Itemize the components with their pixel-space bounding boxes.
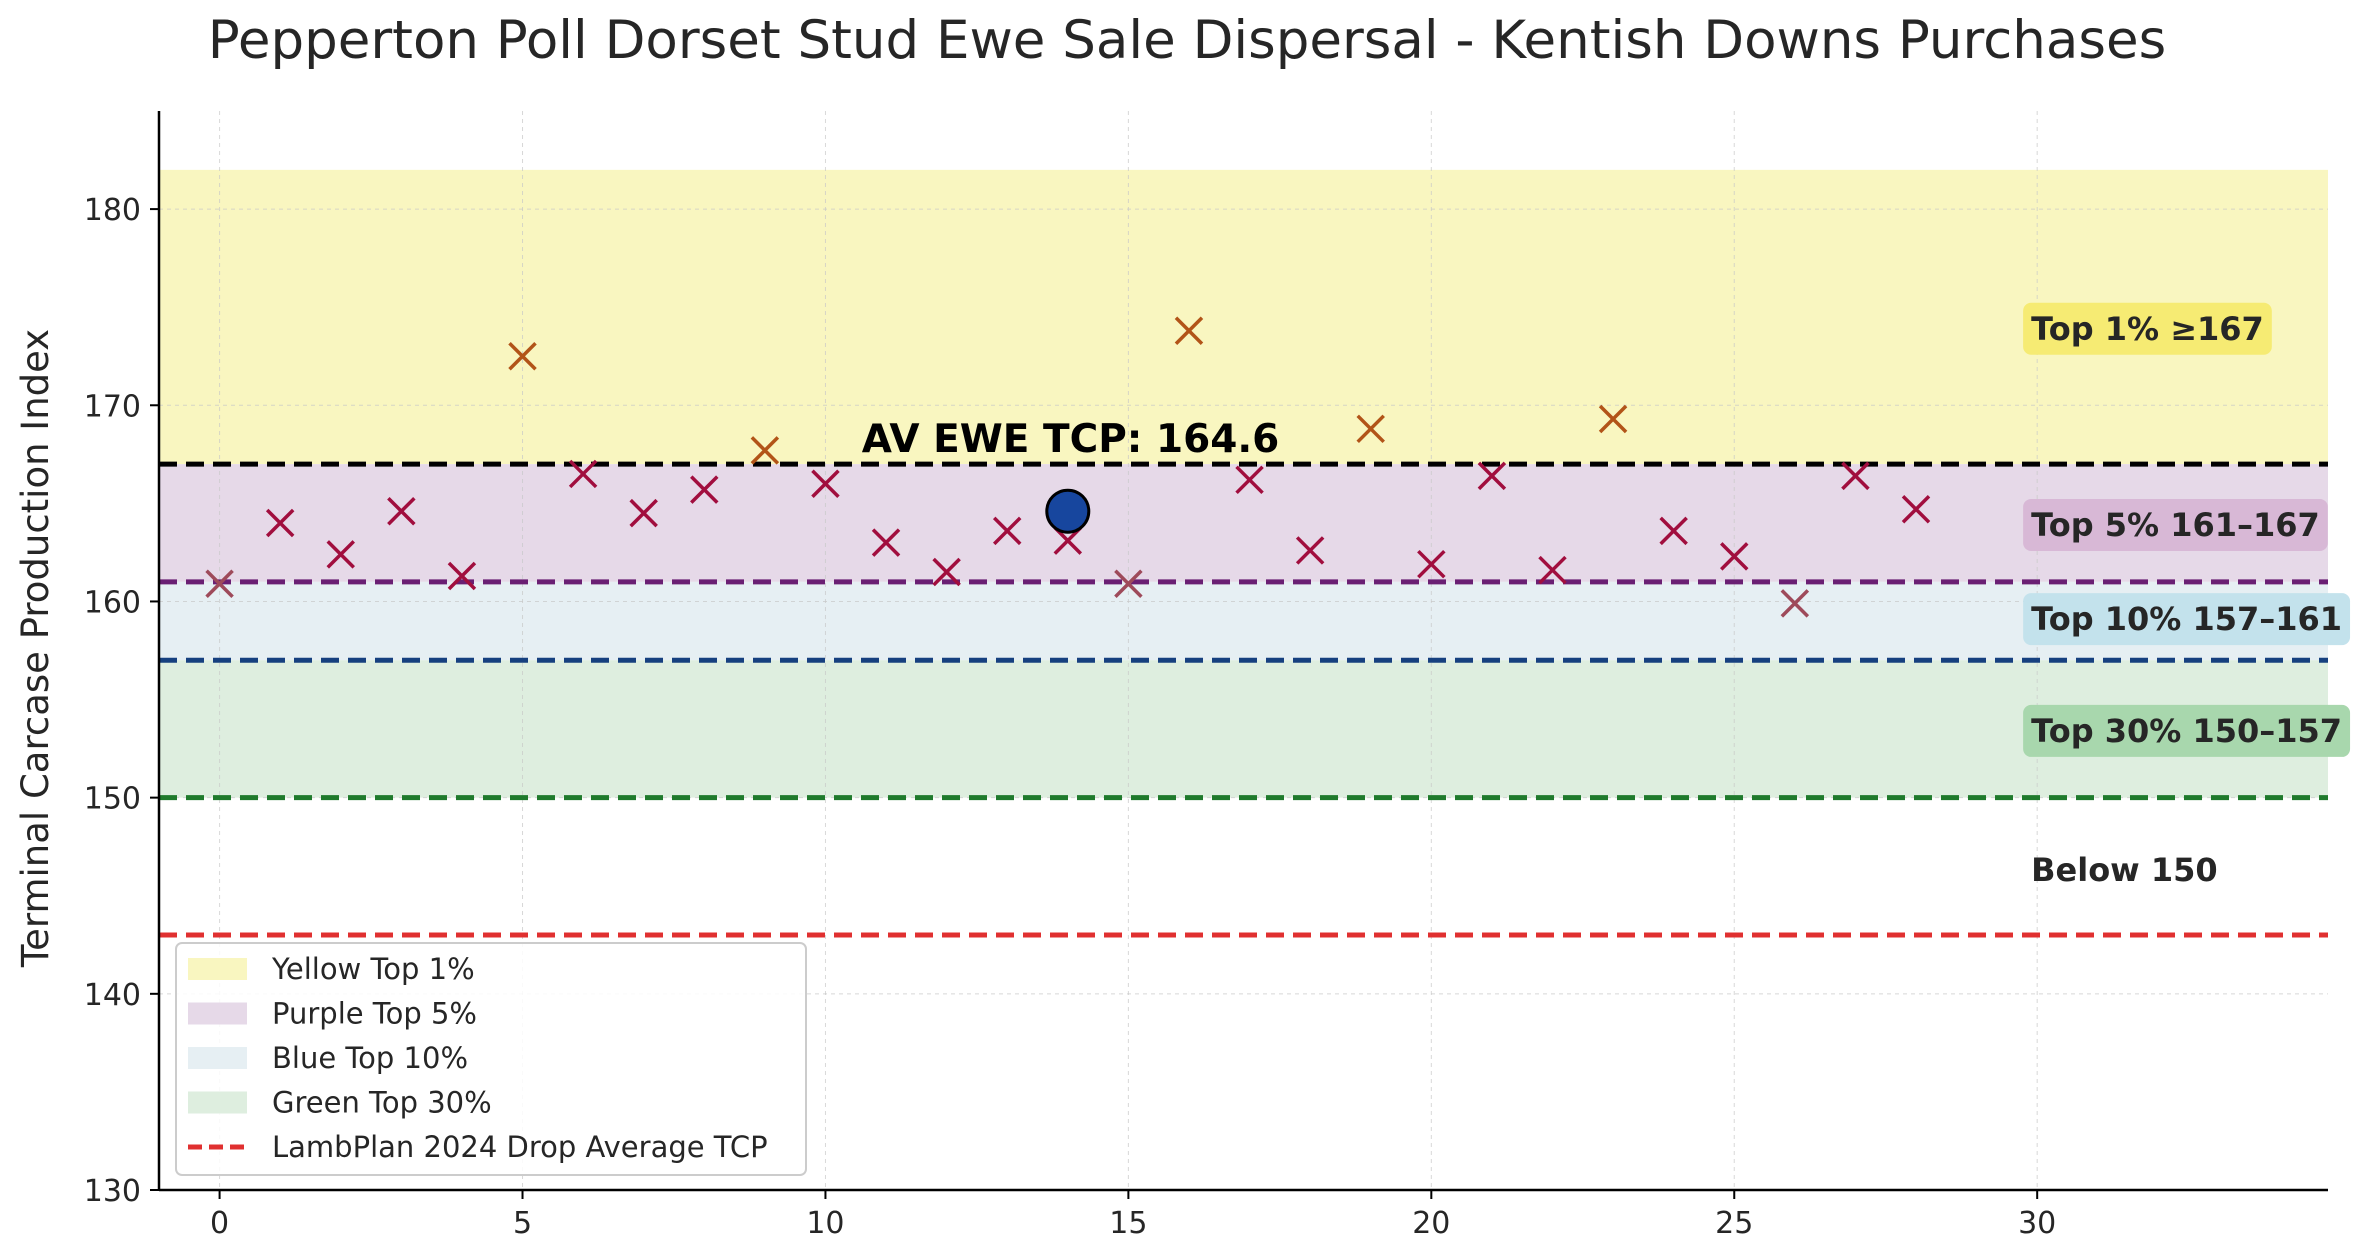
y-tick-label-5: 180: [84, 193, 141, 228]
band-label-text: Top 5% 161–167: [2031, 506, 2320, 544]
band-label-1: Top 1% ≥167: [2023, 302, 2272, 355]
data-point-11: [871, 528, 901, 557]
data-point-22: [1538, 555, 1567, 585]
chart-title: Pepperton Poll Dorset Stud Ewe Sale Disp…: [208, 10, 2166, 71]
data-point-13: [992, 516, 1022, 546]
data-point-8: [690, 475, 719, 504]
legend-item-5: LambPlan 2024 Drop Average TCP: [188, 1130, 768, 1164]
data-point-5: [508, 341, 537, 371]
x-tick-label-6: 30: [2018, 1206, 2056, 1241]
y-tick-label-3: 160: [84, 585, 141, 620]
data-point-26: [1780, 589, 1810, 618]
x-tick-label-5: 25: [1715, 1206, 1753, 1241]
legend-label: Yellow Top 1%: [271, 952, 475, 986]
y-tick-label-0: 130: [84, 1174, 141, 1209]
data-point-17: [1235, 465, 1264, 495]
legend-label: Green Top 30%: [272, 1086, 492, 1120]
legend: Yellow Top 1% Purple Top 5% Blue Top 10% Gr…: [175, 942, 807, 1176]
data-point-12: [932, 557, 961, 587]
band-label-4: Top 30% 150–157: [2023, 704, 2351, 757]
band-label-bg: [2023, 704, 2351, 757]
x-tick-label-4: 20: [1412, 1206, 1450, 1241]
band-label-3: Top 10% 157–161: [2023, 593, 2351, 646]
data-point-28: [1901, 495, 1931, 524]
legend-label: Purple Top 5%: [272, 997, 477, 1031]
legend-item-4: Green Top 30%: [188, 1086, 492, 1120]
data-point-0: [205, 569, 234, 599]
band-label-text: Top 1% ≥167: [2031, 310, 2264, 348]
data-point-1: [265, 508, 295, 538]
band-label-bg: [2023, 593, 2351, 646]
band-label-text: Top 10% 157–161: [2031, 600, 2342, 638]
x-tick-label-0: 0: [210, 1206, 229, 1241]
data-point-7: [629, 498, 658, 528]
legend-swatch: [188, 1002, 247, 1025]
data-point-6: [568, 459, 598, 489]
data-point-16: [1174, 316, 1204, 345]
legend-item-3: Blue Top 10%: [188, 1041, 468, 1075]
band-2: [159, 464, 2328, 582]
x-tick-label-2: 10: [806, 1206, 844, 1241]
y-tick-label-1: 140: [84, 978, 141, 1013]
y-tick-label-2: 150: [84, 782, 141, 817]
legend-swatch: [188, 958, 247, 980]
data-point-2: [326, 540, 355, 569]
band-3: [159, 581, 2328, 661]
legend-item-2: Purple Top 5%: [188, 997, 477, 1031]
legend-label: LambPlan 2024 Drop Average TCP: [272, 1130, 768, 1164]
average-annotation: AV EWE TCP: 164.6: [862, 417, 1280, 462]
x-tick-label-3: 15: [1109, 1206, 1147, 1241]
y-tick-label-4: 170: [84, 389, 141, 424]
band-label-bg: [2023, 498, 2328, 551]
legend-box: [175, 942, 807, 1176]
data-point-21: [1477, 461, 1507, 491]
data-point-9: [750, 436, 780, 465]
band-label-text: Below 150: [2031, 851, 2218, 889]
data-point-18: [1295, 536, 1325, 565]
band-label-2: Top 5% 161–167: [2023, 498, 2328, 551]
band-label-bg: [2023, 302, 2272, 355]
legend-label: Blue Top 10%: [272, 1041, 468, 1075]
data-point-20: [1417, 549, 1446, 579]
data-point-27: [1841, 461, 1870, 491]
data-point-10: [811, 469, 840, 498]
band-1: [159, 169, 2328, 465]
x-tick-label-1: 5: [513, 1206, 532, 1241]
legend-swatch: [188, 1091, 247, 1114]
data-point-23: [1598, 404, 1628, 434]
data-point-19: [1356, 414, 1385, 444]
data-point-25: [1720, 542, 1749, 571]
band-label-5: Below 150: [2031, 851, 2218, 889]
legend-item-1: Yellow Top 1%: [188, 952, 475, 986]
data-point-3: [387, 496, 416, 526]
legend-swatch: [188, 1047, 247, 1069]
data-point-15: [1114, 569, 1143, 599]
band-label-text: Top 30% 150–157: [2031, 712, 2342, 750]
data-point-4: [447, 561, 477, 591]
data-point-24: [1659, 516, 1688, 546]
plot-area: Top 1% ≥167 Top 5% 161–167 Top 10% 157–161…: [84, 111, 2351, 1241]
y-axis-label: Terminal Carcase Production Index: [14, 329, 57, 968]
average-point: [1045, 488, 1091, 534]
band-4: [159, 660, 2328, 798]
